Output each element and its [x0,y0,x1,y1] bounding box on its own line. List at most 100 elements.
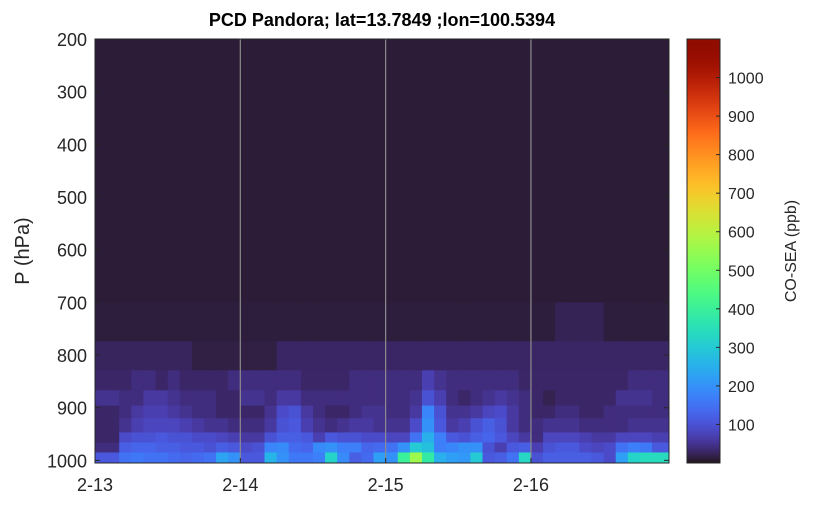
heatmap-cell [288,302,302,342]
heatmap-cell [312,39,326,303]
heatmap-cell [506,341,520,371]
heatmap-cell [264,341,278,371]
heatmap-cell [397,418,411,434]
heatmap-cell [494,370,508,391]
heatmap-cell [627,39,641,303]
heatmap-cell [482,418,496,434]
heatmap-cell [167,390,181,407]
heatmap-cell [119,341,132,371]
heatmap-cell [95,442,108,454]
heatmap-cell [337,390,350,407]
heatmap-cell [639,302,653,342]
heatmap-cell [276,39,290,303]
heatmap-cell [95,405,108,419]
heatmap-cell [470,432,484,444]
colorbar-tick-label: 600 [728,225,755,242]
heatmap-cell [627,370,641,391]
heatmap-cell [652,418,669,434]
heatmap-cell [167,341,181,371]
heatmap-cell [494,341,508,371]
heatmap-cell [615,302,629,342]
heatmap-cell [627,390,641,407]
heatmap-cell [252,405,266,419]
heatmap-cell [603,452,617,463]
heatmap-cell [167,39,181,303]
heatmap-cell [591,341,605,371]
heatmap-cell [506,442,520,454]
heatmap-cell [397,405,411,419]
heatmap-cell [518,302,532,342]
heatmap-cell [107,405,120,419]
heatmap-cell [240,370,254,391]
heatmap-cell [373,341,387,371]
heatmap-cell [409,341,423,371]
heatmap-cell [591,432,605,444]
heatmap-cell [252,370,266,391]
heatmap-cell [143,442,157,454]
heatmap-cell [421,418,435,434]
heatmap-cell [361,442,375,454]
heatmap-cell [506,302,520,342]
heatmap-cell [312,442,326,454]
heatmap-cell [494,302,508,342]
heatmap-cell [506,370,520,391]
heatmap-cell [361,432,375,444]
heatmap-cell [506,390,520,407]
heatmap-cell [300,452,314,463]
heatmap-cell [518,39,532,303]
heatmap-cell [555,370,568,391]
heatmap-cell [421,39,435,303]
heatmap-cell [143,418,157,434]
heatmap-cell [591,405,605,419]
heatmap-cell [385,442,399,454]
heatmap-cell [349,418,363,434]
heatmap-cell [240,432,254,444]
heatmap-cell [373,390,387,407]
heatmap-cell [555,418,568,434]
heatmap-cell [591,302,605,342]
heatmap-cell [119,302,132,342]
heatmap-cell [95,452,108,463]
heatmap-cell [131,452,145,463]
heatmap-cell [107,390,120,407]
heatmap-cell [373,442,387,454]
heatmap-cell [421,442,435,454]
heatmap-cell [579,432,593,444]
heatmap-cell [264,39,278,303]
heatmap-cell [216,418,229,434]
heatmap-cell [567,452,580,463]
heatmap-cell [216,370,229,391]
heatmap-cell [385,302,399,342]
heatmap-cell [288,390,302,407]
heatmap-cell [518,370,532,391]
heatmap-cell [458,302,472,342]
heatmap-cell [264,452,278,463]
heatmap-cell [530,452,544,463]
heatmap-cell [167,370,181,391]
heatmap-cell [191,432,205,444]
heatmap-cell [409,390,423,407]
heatmap-cell [458,418,472,434]
heatmap-cell [409,370,423,391]
heatmap-cell [107,452,120,463]
heatmap-cell [603,418,617,434]
heatmap-cell [131,341,145,371]
heatmap-cell [312,452,326,463]
heatmap-cell [397,370,411,391]
heatmap-cell [349,452,363,463]
heatmap-cell [434,405,447,419]
heatmap-cell [191,39,205,303]
heatmap-cell [446,405,459,419]
heatmap-cell [337,39,350,303]
heatmap-cell [325,390,338,407]
heatmap-cell [470,442,484,454]
heatmap-cell [361,390,375,407]
heatmap-cell [276,405,290,419]
heatmap-cell [143,405,157,419]
heatmap-cell [155,39,169,303]
heatmap-cell [458,370,472,391]
heatmap-cell [385,341,399,371]
heatmap-cell [252,432,266,444]
colorbar-tick-label: 200 [728,379,755,396]
heatmap-cell [216,442,229,454]
